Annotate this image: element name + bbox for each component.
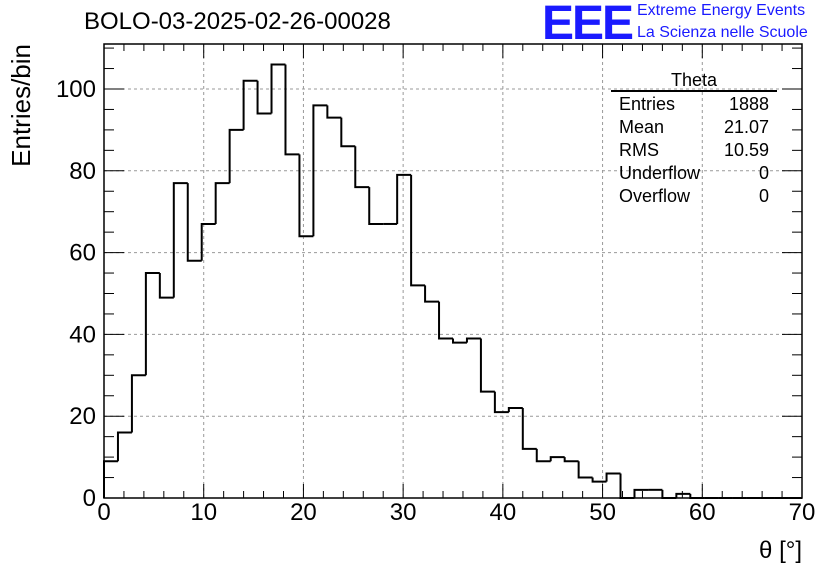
stats-title: Theta	[611, 71, 777, 92]
y-tick-label: 20	[69, 403, 96, 430]
histogram-bin	[158, 273, 174, 299]
stats-value: 0	[758, 186, 769, 206]
axes	[103, 43, 803, 499]
x-tick-label: 60	[689, 499, 716, 526]
histogram-bin	[438, 301, 453, 340]
histogram-bin	[424, 285, 440, 303]
histogram-bin	[270, 63, 286, 114]
y-tick-label: 60	[69, 240, 96, 267]
y-tick-label: 100	[56, 76, 96, 103]
stats-row: Underflow 0	[611, 162, 777, 185]
histogram-bin	[144, 272, 160, 376]
stats-value: 21.07	[723, 117, 769, 137]
histogram-bin	[284, 64, 300, 156]
histogram-bin	[507, 407, 523, 413]
histogram-bin	[340, 117, 356, 148]
x-tick-label: 10	[190, 499, 217, 526]
histogram-bin	[549, 456, 565, 462]
y-tick-label: 80	[69, 158, 96, 185]
histogram-bin	[535, 448, 551, 463]
stats-label: Overflow	[619, 186, 691, 206]
stats-rows: Entries 1888 Mean 21.07 RMS 10.59 Underflow 0 Ov…	[611, 93, 777, 208]
x-tick-label: 70	[789, 499, 816, 526]
histogram-bin	[493, 391, 509, 414]
tick-labels: 0 10 20 30 40 50 60 70 0 20 40 60 80 100	[56, 76, 815, 526]
histogram-bin	[661, 489, 677, 499]
histogram-bin	[591, 477, 607, 483]
histogram-bin	[563, 457, 579, 463]
stats-value: 1888	[728, 94, 769, 114]
histogram-bin	[479, 338, 495, 393]
histogram-bin	[396, 173, 412, 224]
x-tick-label: 30	[390, 499, 417, 526]
x-tick-label: 50	[589, 499, 616, 526]
histogram-bin	[452, 338, 467, 344]
histogram-bin	[228, 128, 244, 184]
histogram-bin	[675, 492, 691, 498]
histogram-bin	[103, 460, 118, 498]
eee-logo: EEE	[542, 0, 634, 50]
histogram-bin	[242, 79, 258, 130]
y-tick-label: 40	[69, 321, 96, 348]
histogram-bin	[116, 431, 132, 462]
histogram-bin	[605, 472, 621, 482]
histogram-bars	[103, 63, 802, 499]
stats-label: Mean	[619, 117, 665, 137]
histogram-bin	[633, 488, 649, 498]
stats-value: 0	[758, 163, 769, 183]
stats-row: Entries 1888	[611, 93, 777, 116]
histogram-bin	[298, 154, 314, 238]
stats-row: RMS 10.59	[611, 139, 777, 162]
y-axis-label: Entries/bin	[6, 44, 36, 167]
histogram-bin	[172, 182, 188, 298]
histogram-bin	[214, 182, 230, 224]
histogram-bin	[354, 146, 370, 189]
histogram-bin	[312, 104, 328, 237]
stats-value: 10.59	[723, 140, 769, 160]
chart-title: BOLO-03-2025-02-26-00028	[84, 8, 391, 35]
logo-line-1: Extreme Energy Events	[637, 2, 806, 19]
histogram-bin	[368, 187, 384, 225]
y-tick-label: 0	[83, 485, 96, 512]
x-tick-label: 40	[490, 499, 517, 526]
histogram-bin	[130, 374, 146, 433]
stats-box: Theta Entries 1888 Mean 21.07 RMS 10.59 Underf…	[611, 71, 777, 208]
x-tick-label: 20	[290, 499, 317, 526]
histogram-bin	[410, 174, 426, 287]
x-tick-label: 0	[97, 499, 110, 526]
plot-frame	[103, 43, 803, 499]
histogram-bin	[577, 461, 593, 479]
histogram-bin	[186, 183, 202, 262]
histogram-bin	[200, 222, 216, 261]
stats-label: Underflow	[619, 163, 701, 183]
logo-line-2: La Scienza nelle Scuole	[637, 24, 808, 41]
histogram-bin	[521, 408, 537, 450]
stats-row: Overflow 0	[611, 185, 777, 208]
stats-row: Mean 21.07	[611, 116, 777, 139]
histogram-bin	[465, 337, 481, 343]
stats-label: RMS	[619, 140, 659, 160]
grid-lines	[104, 44, 802, 498]
x-axis-label: θ [°]	[759, 537, 802, 564]
stats-label: Entries	[619, 94, 676, 114]
histogram-bin	[256, 80, 272, 115]
histogram-bin	[326, 105, 342, 119]
